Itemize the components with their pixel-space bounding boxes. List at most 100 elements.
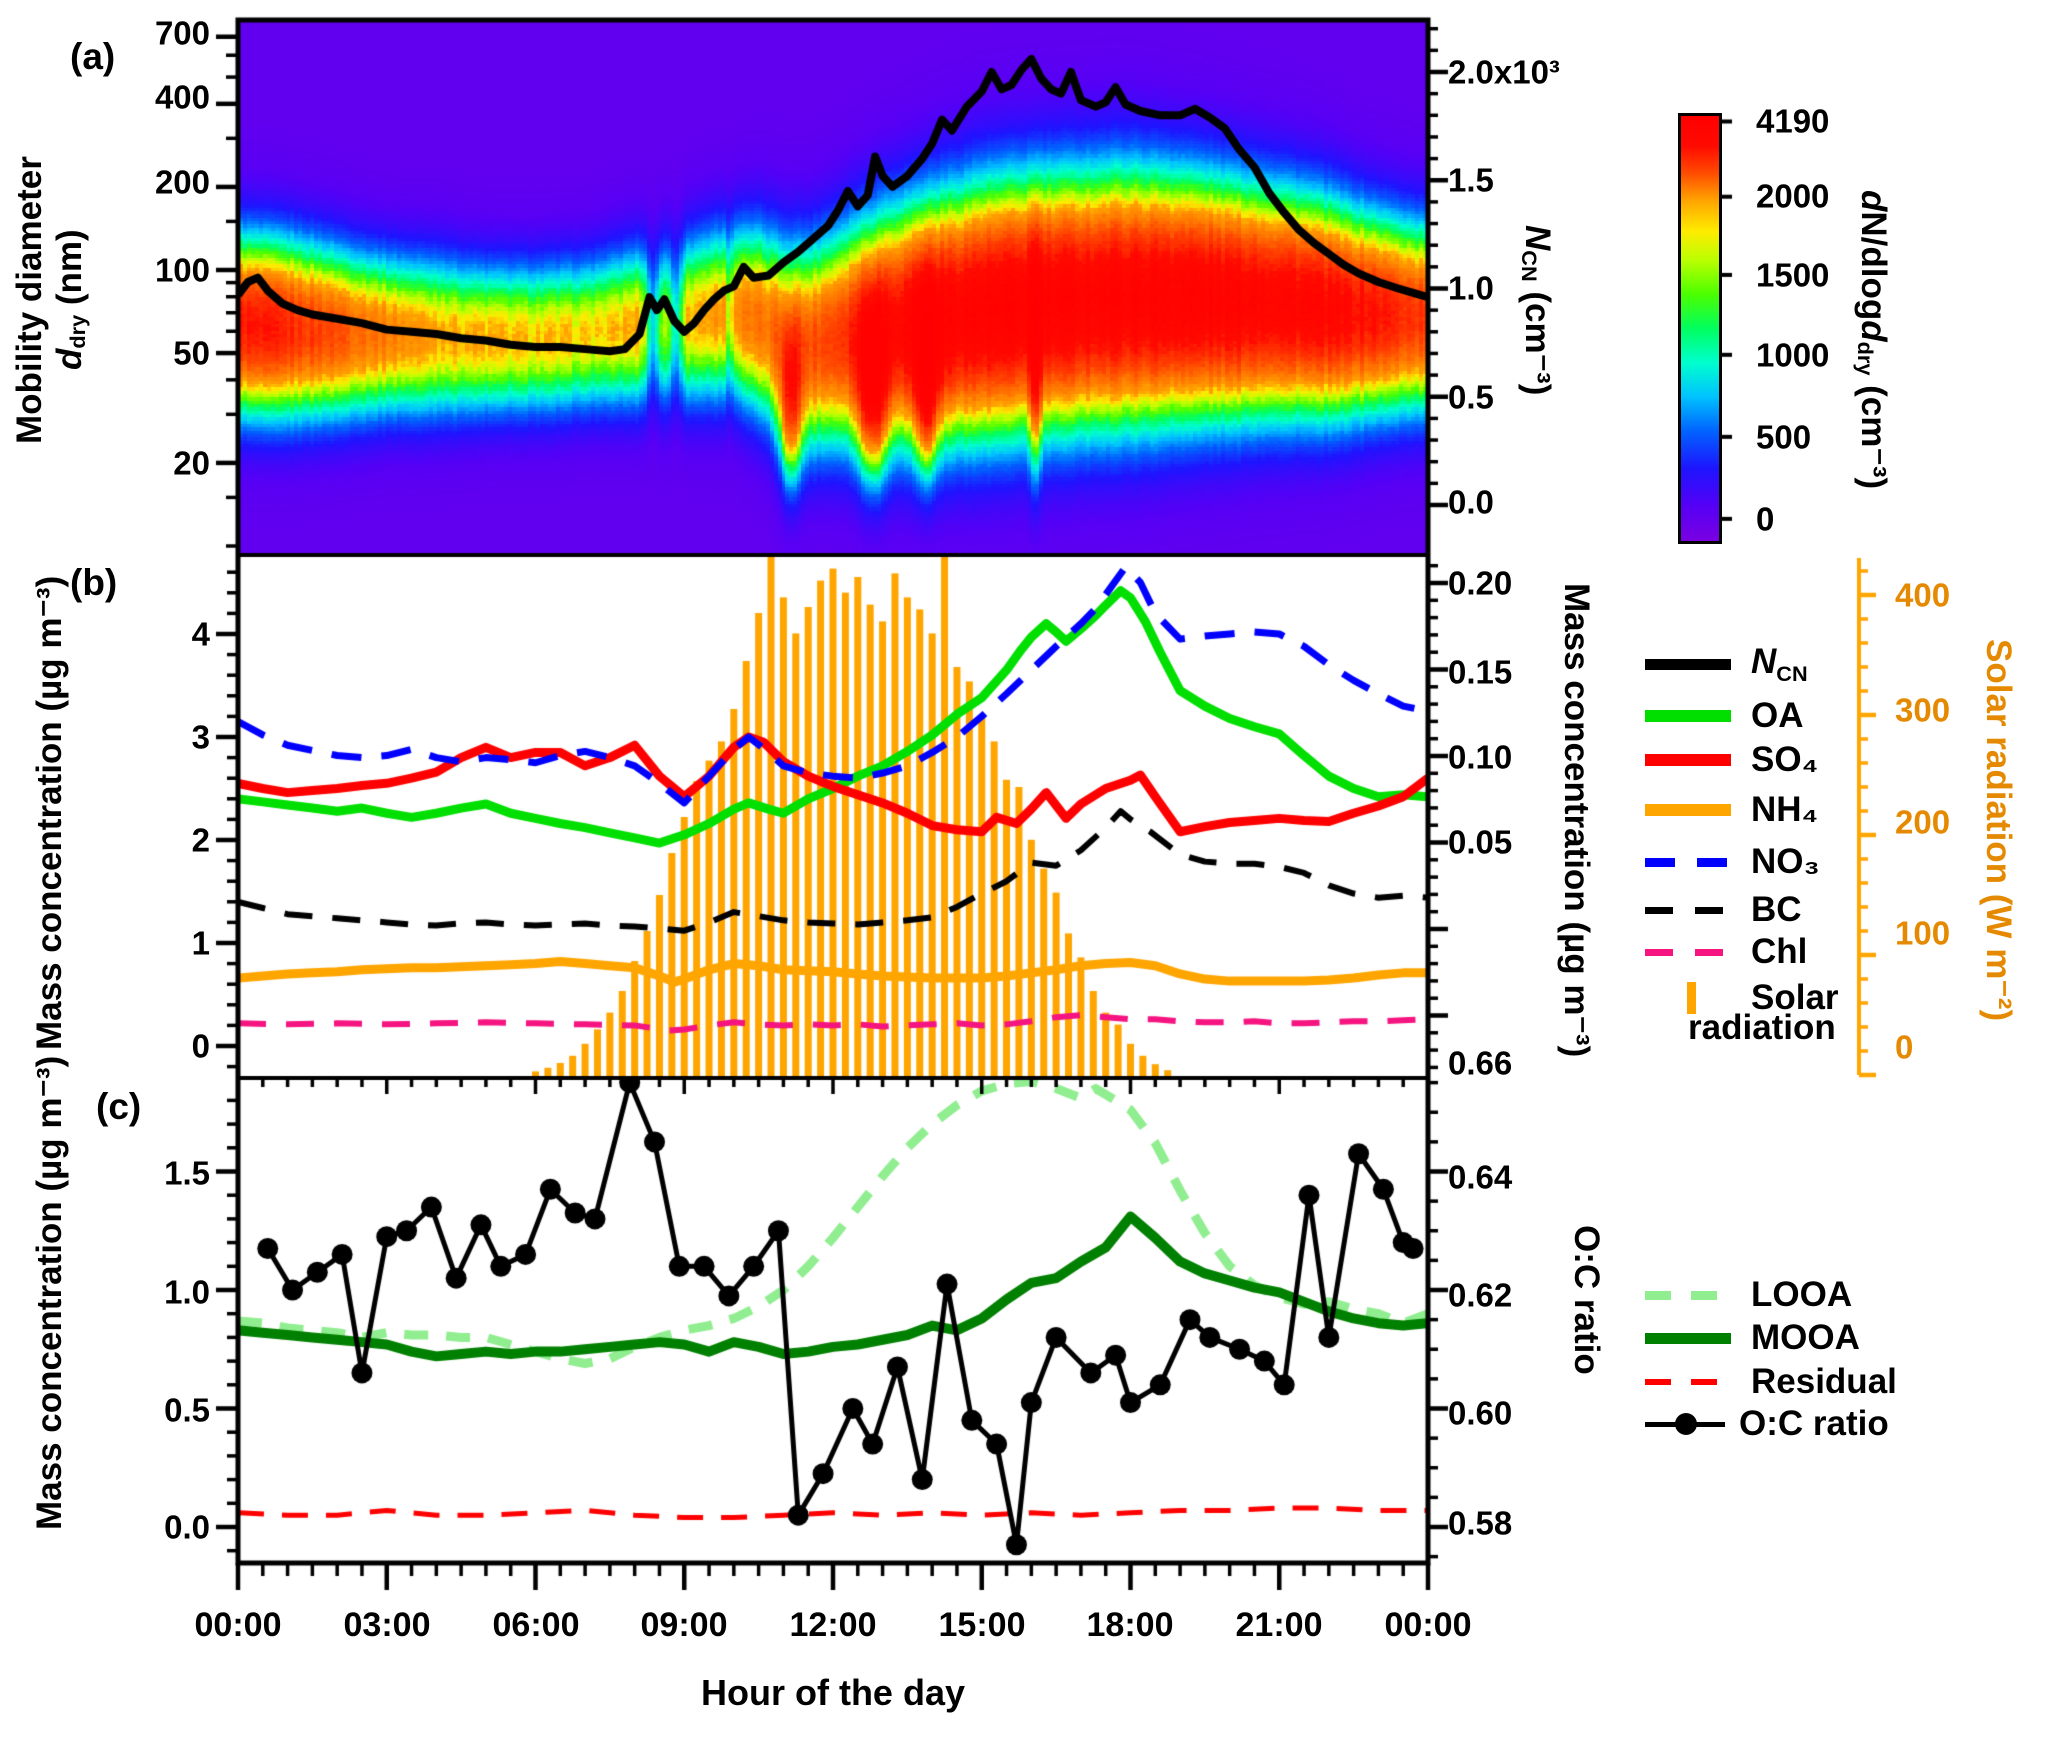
b-ylabel: Mass concentration (µg m⁻³) — [30, 575, 69, 1050]
d-sub: dry — [65, 315, 90, 349]
cb-tick-500: 500 — [1756, 418, 1812, 456]
legend-solar-label1: Solar — [1751, 978, 1839, 1017]
ncn-tick-0: 0.0 — [1448, 483, 1494, 521]
ncn-tick-2000: 2.0x10³ — [1448, 53, 1560, 91]
a-ytick-400: 400 — [154, 78, 210, 116]
legend-bc-label: BC — [1751, 890, 1802, 929]
xtick-0000b: 00:00 — [1384, 1606, 1472, 1644]
oc-tick-058: 0.58 — [1448, 1504, 1513, 1542]
legend-no3: NO₃ — [1645, 836, 1820, 888]
solar-tick-100: 100 — [1895, 914, 1951, 952]
panel-b-label: (b) — [70, 562, 118, 603]
c-ytick-05: 0.5 — [164, 1391, 210, 1429]
legend-residual-label: Residual — [1751, 1362, 1897, 1401]
legend-bc: BC — [1645, 884, 1802, 936]
legend-solar: Solar — [1645, 972, 1839, 1024]
legend-ncn-label: NCN — [1751, 642, 1808, 687]
legend-chl-label: Chl — [1751, 932, 1808, 971]
dn-sub: dry — [1853, 342, 1878, 376]
legend-looa: LOOA — [1645, 1269, 1852, 1321]
legend-oa: OA — [1645, 690, 1804, 742]
so4-line-swatch — [1645, 754, 1737, 766]
legend-mooa: MOOA — [1645, 1312, 1860, 1364]
xtick-1800: 18:00 — [1086, 1606, 1174, 1644]
oc-tick-060: 0.60 — [1448, 1394, 1513, 1432]
ncn-tick-500: 0.5 — [1448, 378, 1494, 416]
legend-ncn-sub: CN — [1776, 660, 1808, 686]
legend-no3-label: NO₃ — [1751, 842, 1820, 881]
xtick-0600: 06:00 — [492, 1606, 580, 1644]
residual-dash-swatch — [1645, 1379, 1737, 1385]
legend-so4-label: SO₄ — [1751, 740, 1819, 779]
b-ytick-1: 1 — [191, 924, 210, 962]
legend-oc: O:C ratio — [1645, 1398, 1889, 1450]
no3-dash-swatch — [1645, 857, 1737, 867]
xtick-0000a: 00:00 — [194, 1606, 282, 1644]
solar-axis-title: Solar radiation (W m⁻²) — [1979, 638, 2018, 1022]
oc-axis-title: O:C ratio — [1567, 1225, 1606, 1375]
solar-tick-200: 200 — [1895, 803, 1951, 841]
b-rtick-010: 0.10 — [1448, 738, 1513, 776]
xtick-0300: 03:00 — [343, 1606, 431, 1644]
c-ytick-10: 1.0 — [164, 1273, 210, 1311]
nh4-line-swatch — [1645, 804, 1737, 816]
b-right-ylabel: Mass concentration (µg m⁻³) — [1557, 582, 1596, 1058]
xtick-1500: 15:00 — [938, 1606, 1026, 1644]
xtick-1200: 12:00 — [789, 1606, 877, 1644]
dn-units: (cm⁻³) — [1854, 375, 1893, 490]
colorbar-title: dN/dlogddry (cm⁻³) — [1852, 110, 1893, 570]
legend-solar-label2: radiation — [1688, 1008, 1836, 1047]
bc-dash-swatch — [1645, 906, 1737, 914]
oc-marker-swatch — [1645, 1413, 1737, 1435]
b-ytick-4: 4 — [191, 615, 210, 653]
a-ylabel-line2: ddry (nm) — [50, 120, 91, 480]
oa-line-swatch — [1645, 710, 1737, 722]
legend-mooa-label: MOOA — [1751, 1318, 1860, 1357]
legend-residual: Residual — [1645, 1356, 1897, 1408]
ncn-units: (cm⁻³) — [1518, 281, 1557, 396]
solar-tick-400: 400 — [1895, 576, 1951, 614]
b-rtick-020: 0.20 — [1448, 564, 1513, 602]
legend-looa-label: LOOA — [1751, 1275, 1853, 1314]
a-ytick-50: 50 — [173, 334, 210, 372]
b-ytick-3: 3 — [191, 718, 210, 756]
ncn-line-swatch — [1645, 658, 1737, 670]
legend-chl: Chl — [1645, 926, 1807, 978]
legend-ncn: NCN — [1645, 638, 1808, 690]
oc-tick-066: 0.66 — [1448, 1044, 1513, 1082]
b-ytick-0: 0 — [191, 1027, 210, 1065]
legend-nh4-label: NH₄ — [1751, 790, 1819, 829]
chl-dash-swatch — [1645, 948, 1737, 956]
legend-so4: SO₄ — [1645, 734, 1818, 786]
legend-oa-label: OA — [1751, 696, 1804, 735]
ncn-axis-title: NCN (cm⁻³) — [1516, 150, 1557, 470]
solar-tick-0: 0 — [1895, 1028, 1914, 1066]
looa-dash-swatch — [1645, 1290, 1737, 1300]
cb-tick-4190: 4190 — [1756, 102, 1830, 140]
dn-mid: N/dlog — [1854, 211, 1893, 321]
ncn-tick-1500: 1.5 — [1448, 161, 1494, 199]
b-rtick-015: 0.15 — [1448, 653, 1513, 691]
legend-oc-label: O:C ratio — [1739, 1404, 1889, 1443]
c-ytick-15: 1.5 — [164, 1154, 210, 1192]
ncn-tick-1000: 1.0 — [1448, 269, 1494, 307]
a-ytick-100: 100 — [154, 251, 210, 289]
ncn-n: N — [1518, 224, 1557, 251]
b-rtick-005: 0.05 — [1448, 823, 1513, 861]
cb-tick-2000: 2000 — [1756, 177, 1830, 215]
dn-d2: d — [1854, 320, 1893, 343]
solar-bar-swatch — [1645, 982, 1737, 1014]
panel-c-label: (c) — [96, 1086, 142, 1127]
x-axis-title: Hour of the day — [700, 1672, 965, 1713]
c-ytick-00: 0.0 — [164, 1508, 210, 1546]
panel-a-label: (a) — [70, 36, 116, 77]
oc-tick-062: 0.62 — [1448, 1276, 1513, 1314]
b-ytick-2: 2 — [191, 821, 210, 859]
a-ytick-200: 200 — [154, 163, 210, 201]
cb-tick-0: 0 — [1756, 500, 1775, 538]
a-ytick-700: 700 — [154, 14, 210, 52]
xtick-0900: 09:00 — [640, 1606, 728, 1644]
nm-units: (nm) — [50, 229, 89, 316]
